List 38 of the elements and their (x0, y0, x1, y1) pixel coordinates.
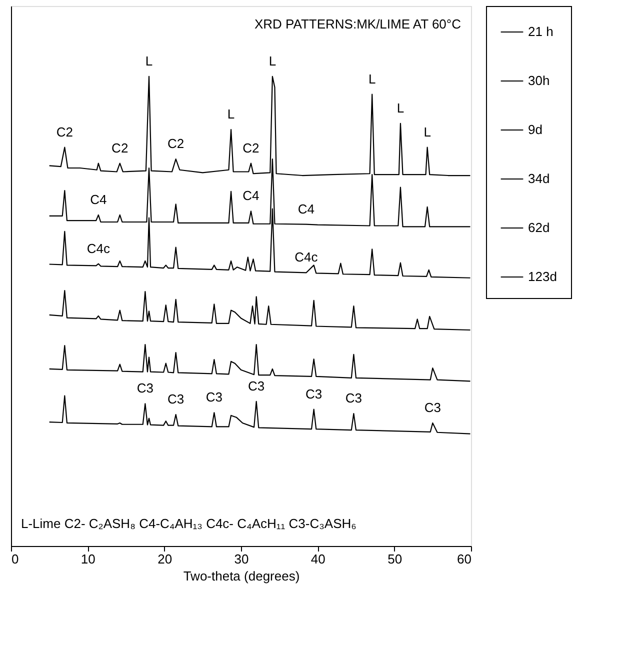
annotation: C2 (112, 140, 128, 156)
annotation: C3 (345, 390, 362, 406)
annotation: C4c (294, 250, 318, 265)
annotation: C3 (168, 392, 184, 407)
annotation: L-Lime C2- C₂ASH₈ C4-C₄AH₁₃ C4c- C₄AcH₁₁ C3-C₃ASH₆ (21, 516, 356, 531)
legend-label: 30h (528, 73, 550, 88)
x-tick-label: 0 (12, 552, 19, 566)
annotation: C3 (206, 390, 222, 405)
legend-label: 21 h (528, 24, 554, 39)
annotation: C3 (248, 378, 265, 394)
annotation: L (424, 124, 431, 140)
legend-label: 34d (528, 171, 550, 186)
annotation: C4 (242, 188, 260, 204)
annotation: L (268, 53, 276, 68)
annotation: C4c (86, 240, 110, 256)
annotation: C2 (242, 140, 260, 156)
annotation: C4 (298, 201, 314, 216)
x-tick-label: 10 (80, 552, 96, 566)
annotation: C3 (306, 386, 322, 402)
x-tick-label: 20 (158, 552, 172, 566)
annotation: C4 (90, 192, 107, 207)
annotation: C2 (168, 136, 184, 152)
legend-label: 123d (528, 269, 557, 284)
annotation: C2 (56, 124, 73, 140)
x-tick-label: 30 (234, 552, 249, 566)
annotation: L (368, 71, 376, 86)
annotation: C3 (424, 400, 441, 415)
annotation: L (396, 100, 404, 116)
legend-label: 62d (528, 220, 550, 235)
x-tick-label: 40 (310, 552, 326, 566)
x-tick-label: 60 (457, 552, 472, 566)
chart-title: XRD PATTERNS:MK/LIME AT 60°C (254, 16, 461, 32)
annotation: L (227, 106, 235, 122)
annotation: L (145, 53, 153, 68)
annotation: C3 (136, 380, 154, 396)
x-tick-label: 50 (388, 552, 402, 566)
x-axis-title: Two-theta (degrees) (183, 568, 300, 584)
legend-label: 9d (528, 122, 542, 137)
